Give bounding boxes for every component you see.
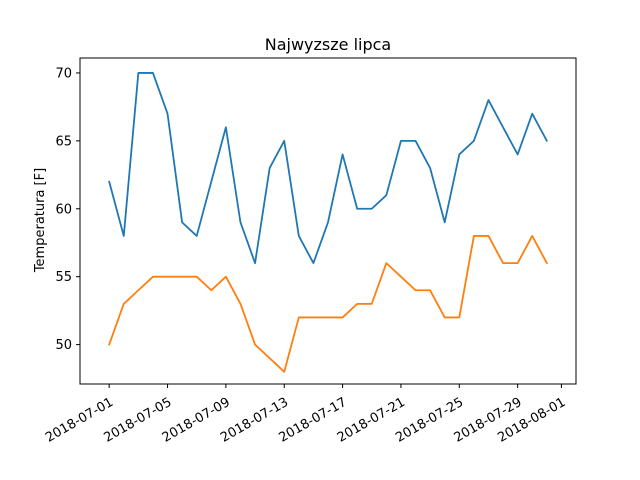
chart-title: Najwyzsze lipca <box>265 35 391 54</box>
y-tick-label: 55 <box>55 270 72 285</box>
y-axis-label: Temperatura [F] <box>33 168 48 273</box>
series-line-2 <box>108 235 548 373</box>
y-tick-label: 60 <box>55 202 72 217</box>
plot-frame <box>79 57 577 385</box>
y-tick-label: 70 <box>55 66 72 81</box>
series-line-1 <box>108 72 548 265</box>
y-tick-label: 65 <box>55 134 72 149</box>
y-tick-label: 50 <box>55 338 72 353</box>
plot-area <box>108 72 548 373</box>
